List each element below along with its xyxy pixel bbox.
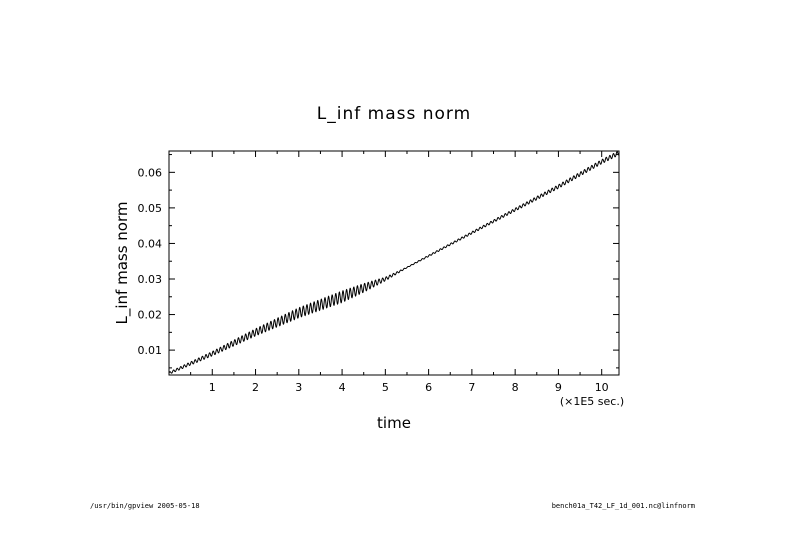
x-tick-label: 10 [595, 381, 609, 394]
footer-right-text: bench01a_T42_LF_1d_001.nc@linfnorm [551, 502, 695, 510]
series-line [168, 151, 620, 374]
x-axis-ticks [190, 151, 603, 375]
x-tick-label: 5 [382, 381, 389, 394]
y-tick-label: 0.02 [138, 309, 163, 322]
series-group [168, 151, 620, 374]
y-axis-ticks [169, 154, 619, 369]
y-tick-label: 0.03 [138, 273, 163, 286]
x-tick-label: 4 [339, 381, 346, 394]
y-tick-label: 0.05 [138, 202, 163, 215]
x-tick-label: 7 [468, 381, 475, 394]
x-tick-label: 9 [555, 381, 562, 394]
x-axis-unit-label: (×1E5 sec.) [560, 395, 624, 408]
x-axis-tick-labels: 1 2 3 4 5 6 7 8 9 10 [209, 381, 609, 394]
y-axis-tick-labels: 0.01 0.02 0.03 0.04 0.05 0.06 [138, 166, 163, 357]
x-tick-label: 6 [425, 381, 432, 394]
plot-frame-rect [168, 150, 620, 376]
y-tick-label: 0.01 [138, 344, 163, 357]
x-tick-label: 2 [252, 381, 259, 394]
chart-title: L_inf mass norm [317, 104, 471, 124]
footer-left-text: /usr/bin/gpview 2005-05-18 [90, 502, 200, 510]
y-tick-label: 0.06 [138, 166, 163, 179]
y-tick-label: 0.04 [138, 237, 163, 250]
x-tick-label: 3 [295, 381, 302, 394]
y-axis-label: L_inf mass norm [113, 202, 132, 325]
x-axis-label: time [377, 414, 411, 432]
plot-frame [168, 150, 620, 376]
x-tick-label: 8 [512, 381, 519, 394]
x-tick-label: 1 [209, 381, 216, 394]
